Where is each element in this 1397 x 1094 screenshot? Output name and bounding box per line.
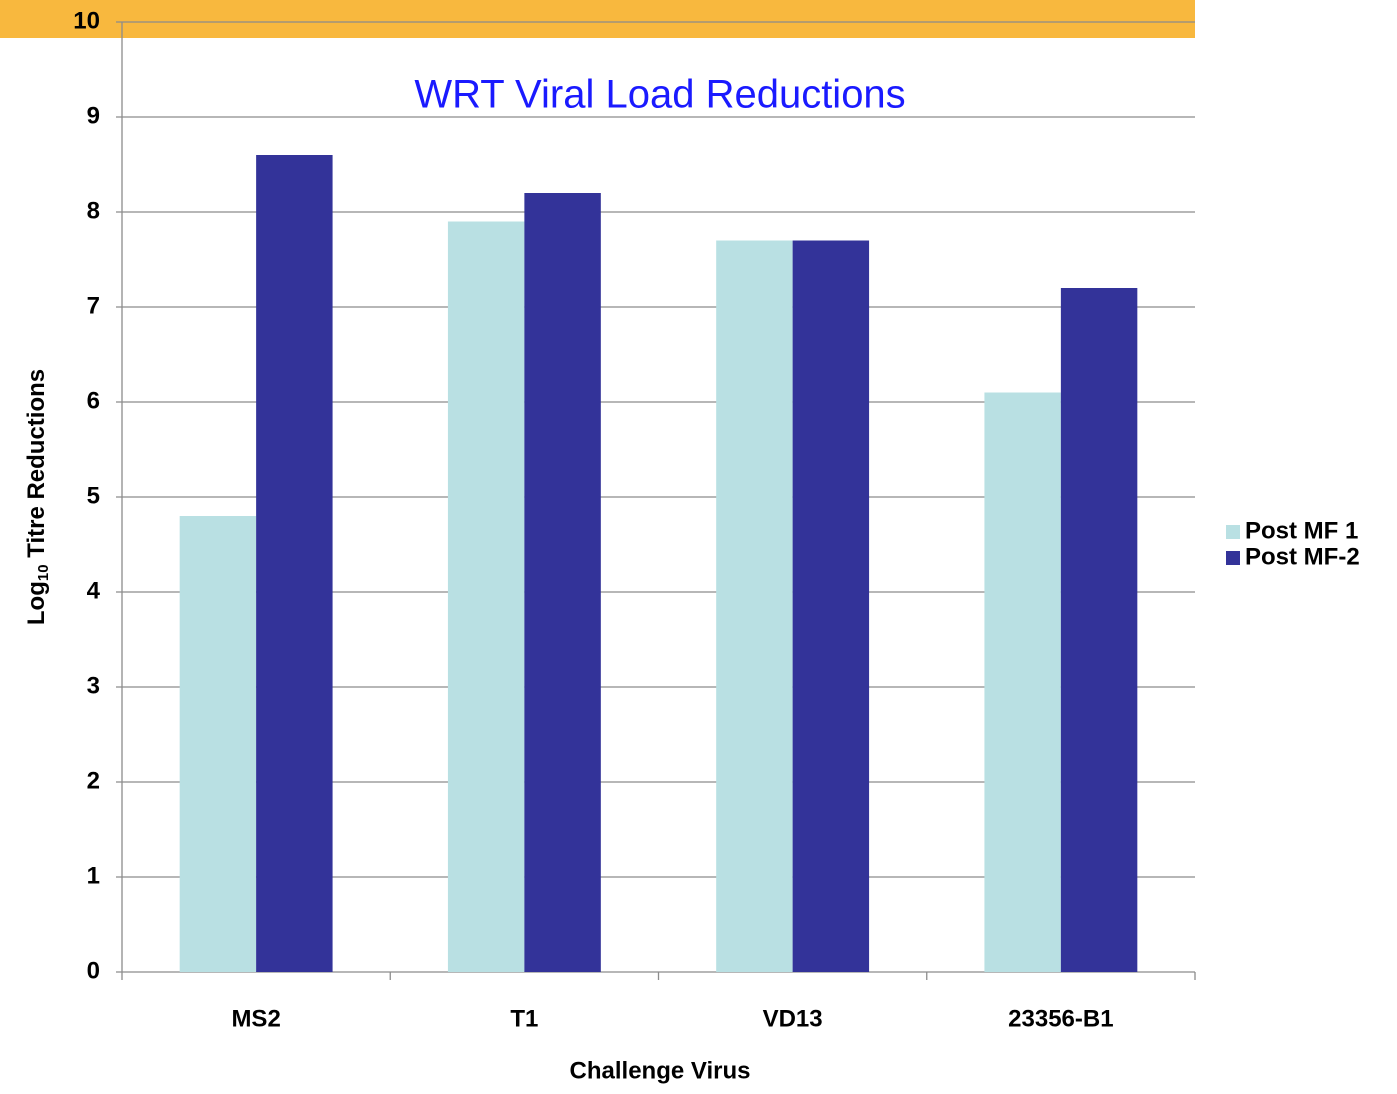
bar bbox=[447, 221, 525, 972]
y-axis-label: Log10 Titre Reductions bbox=[23, 369, 52, 625]
y-tick-label: 9 bbox=[87, 102, 100, 129]
bar bbox=[179, 516, 257, 972]
bar bbox=[716, 240, 793, 972]
y-label-sub: 10 bbox=[35, 564, 52, 581]
x-tick-label: T1 bbox=[510, 1005, 538, 1032]
y-label-base: Log bbox=[23, 581, 50, 625]
legend-swatch bbox=[1226, 551, 1240, 565]
y-tick-label: 5 bbox=[87, 482, 100, 509]
legend-swatch bbox=[1226, 525, 1240, 539]
x-tick-label: MS2 bbox=[231, 1005, 280, 1032]
y-tick-label: 6 bbox=[87, 387, 100, 414]
y-tick-label: 4 bbox=[87, 577, 101, 604]
chart-title: WRT Viral Load Reductions bbox=[414, 73, 905, 117]
x-axis-label: Challenge Virus bbox=[570, 1057, 751, 1084]
bar bbox=[524, 193, 601, 972]
legend-label: Post MF-2 bbox=[1245, 543, 1360, 570]
y-tick-label: 10 bbox=[73, 7, 100, 34]
y-tick-label: 3 bbox=[87, 672, 100, 699]
banner bbox=[0, 0, 1195, 38]
y-tick-label: 1 bbox=[87, 862, 100, 889]
y-tick-label: 7 bbox=[87, 292, 100, 319]
y-label-rest: Titre Reductions bbox=[23, 369, 50, 565]
y-tick-label: 0 bbox=[87, 957, 100, 984]
bar bbox=[1060, 288, 1138, 972]
y-tick-label: 8 bbox=[87, 197, 100, 224]
x-tick-label: 23356-B1 bbox=[1008, 1005, 1113, 1032]
bar bbox=[984, 392, 1061, 972]
y-tick-label: 2 bbox=[87, 767, 100, 794]
x-tick-label: VD13 bbox=[763, 1005, 823, 1032]
bar bbox=[256, 155, 333, 972]
bar bbox=[792, 240, 870, 972]
legend-label: Post MF 1 bbox=[1245, 517, 1358, 544]
